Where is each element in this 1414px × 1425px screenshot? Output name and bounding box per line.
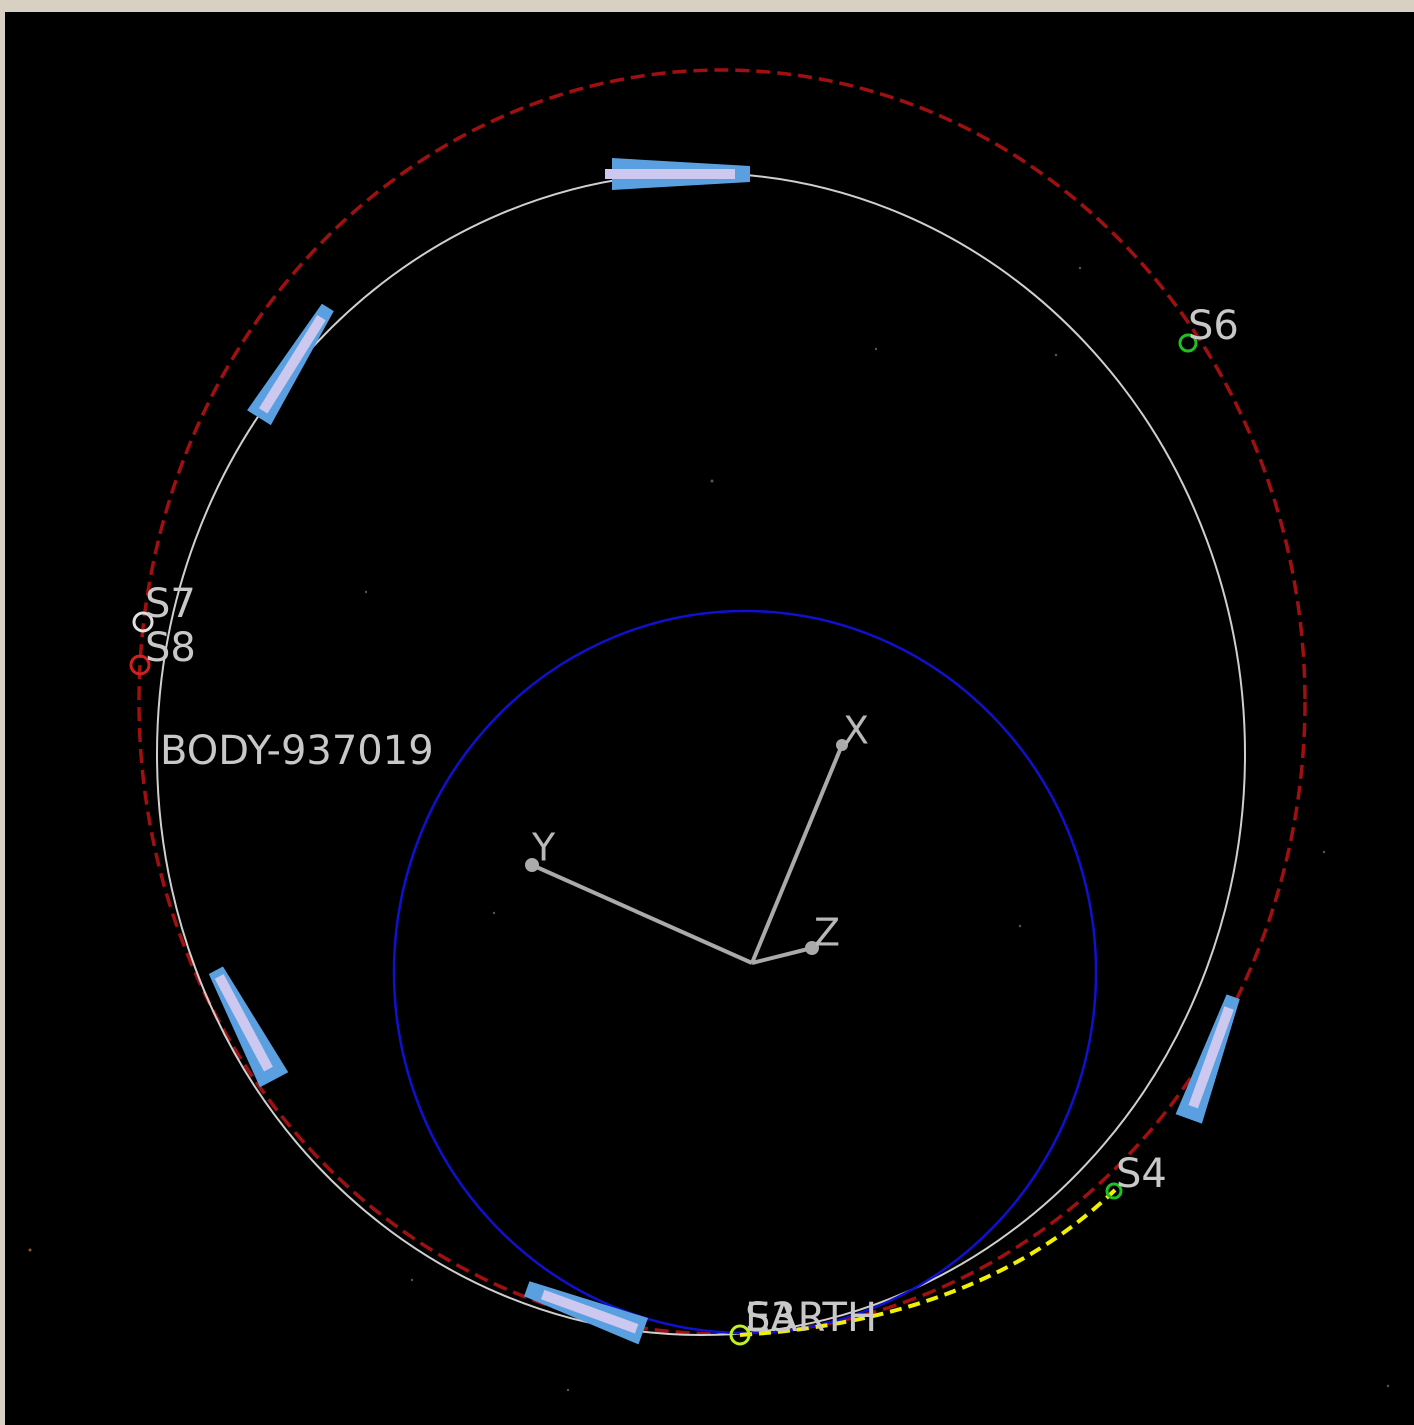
marker-label: S7 bbox=[145, 581, 196, 627]
spacecraft bbox=[208, 158, 1240, 1345]
marker-label: S4 bbox=[1116, 1151, 1167, 1197]
viewport bbox=[5, 12, 1414, 1425]
marker-label: S6 bbox=[1188, 303, 1239, 349]
axis-label: Y bbox=[531, 826, 556, 870]
central-body-label: EARTH bbox=[745, 1295, 877, 1341]
marker-label: S3 bbox=[745, 1295, 796, 1341]
axes bbox=[525, 739, 848, 965]
transfer-arc bbox=[739, 1188, 1117, 1337]
marker-label: S8 bbox=[145, 625, 196, 671]
body-label: BODY-937019 bbox=[160, 728, 434, 774]
marker-dots bbox=[129, 333, 1198, 1346]
stars bbox=[28, 266, 1390, 1392]
axis-label: Z bbox=[814, 911, 840, 955]
axis-label: X bbox=[843, 709, 869, 753]
